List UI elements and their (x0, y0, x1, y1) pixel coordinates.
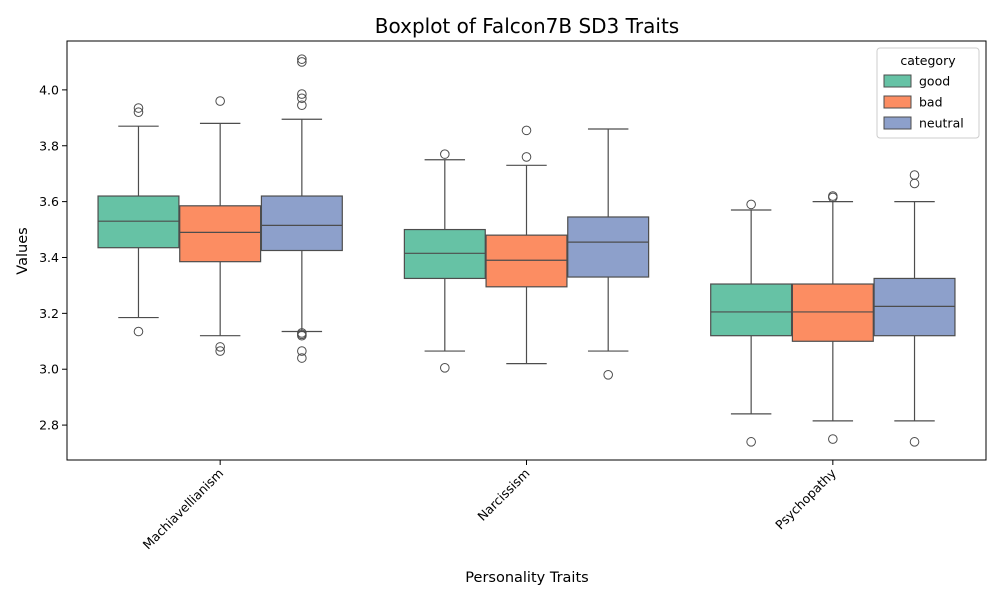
box-good-psychopathy (710, 199, 793, 447)
y-tick-label: 3.0 (39, 362, 59, 377)
box-bad-psychopathy (791, 191, 874, 444)
y-tick-label: 3.4 (39, 250, 59, 265)
chart-title: Boxplot of Falcon7B SD3 Traits (375, 14, 679, 38)
outlier-point (746, 437, 756, 447)
outlier-point (828, 192, 838, 203)
legend-swatch-good (883, 74, 912, 88)
outlier-point (828, 434, 838, 444)
box-body (179, 205, 262, 263)
box-body (873, 277, 956, 337)
box-body (403, 228, 486, 280)
outlier-point (297, 89, 307, 99)
box-good-machiavellianism (97, 103, 180, 337)
outlier-point (909, 170, 920, 180)
y-axis-label: Values (15, 227, 31, 274)
legend: category good bad neutral (876, 47, 980, 139)
y-tick-label: 3.8 (39, 138, 59, 153)
y-tick-label: 4.0 (39, 82, 59, 97)
legend-entry-bad: bad (919, 95, 943, 110)
box-neutral-machiavellianism (260, 54, 343, 363)
box-bad-machiavellianism (179, 96, 262, 356)
box-good-narcissism (403, 149, 486, 373)
box-body (791, 283, 874, 342)
x-axis-label: Personality Traits (465, 570, 588, 586)
y-tick-label: 2.8 (39, 418, 59, 433)
legend-swatch-bad (883, 95, 912, 109)
box-body (485, 234, 568, 288)
outlier-point (297, 54, 307, 64)
outlier-point (297, 330, 307, 341)
outlier-point (746, 199, 756, 210)
box-neutral-narcissism (567, 128, 650, 380)
outlier-point (440, 363, 450, 373)
outlier-point (440, 149, 450, 159)
y-tick-label: 3.6 (39, 194, 59, 209)
legend-frame (876, 47, 980, 139)
box-body (260, 195, 343, 252)
outlier-point (909, 178, 920, 189)
outlier-point (603, 370, 613, 380)
outlier-point (909, 437, 920, 447)
outlier-point (521, 152, 532, 162)
plot-area: 2.8 3.0 3.2 3.4 3.6 3.8 4.0 Machiavellianism Nar… (39, 40, 987, 553)
box-neutral-psychopathy (873, 170, 956, 447)
x-tick-label: Psychopathy (772, 465, 839, 532)
outlier-point (133, 107, 144, 118)
legend-title: category (900, 53, 956, 68)
outlier-point (297, 353, 307, 363)
plot-frame (66, 40, 987, 461)
box-body (567, 216, 650, 278)
outlier-point (297, 57, 307, 67)
legend-swatch-neutral (883, 116, 912, 130)
legend-entry-neutral: neutral (919, 116, 964, 131)
x-tick-label: Machiavellianism (140, 466, 227, 553)
outlier-point (215, 346, 225, 356)
x-tick-label: Narcissism (474, 466, 532, 524)
outlier-point (215, 342, 225, 352)
outlier-point (215, 96, 225, 106)
box-body (710, 283, 793, 337)
outlier-point (133, 103, 144, 113)
outlier-point (133, 326, 144, 337)
outlier-point (297, 100, 307, 111)
box-bad-narcissism (485, 125, 568, 365)
outlier-point (297, 93, 307, 104)
outlier-point (297, 346, 307, 356)
outlier-point (521, 125, 532, 136)
box-body (97, 195, 180, 249)
y-tick-label: 3.2 (39, 306, 59, 321)
legend-entry-good: good (919, 74, 950, 89)
